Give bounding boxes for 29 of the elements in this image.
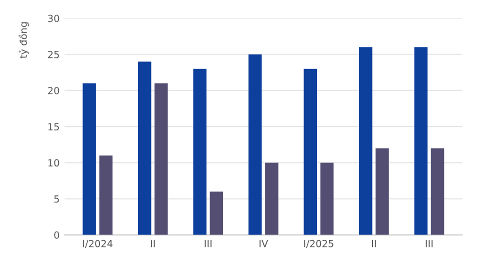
x-tick-label: IV xyxy=(260,240,268,248)
bar xyxy=(430,148,444,235)
x-tick-label: I/2024 xyxy=(83,240,112,248)
bar xyxy=(154,83,168,235)
bar xyxy=(265,162,278,235)
x-tick-label: III xyxy=(204,240,212,248)
y-tick-label: 5 xyxy=(54,195,59,203)
bar xyxy=(414,47,428,235)
bar xyxy=(359,47,372,235)
y-tick-label: 0 xyxy=(54,231,60,239)
bar xyxy=(99,155,113,235)
y-tick-label: 25 xyxy=(48,50,59,58)
bar xyxy=(138,62,152,235)
bar xyxy=(193,68,206,235)
x-tick-label: I/2025 xyxy=(304,240,334,248)
x-tick-label: II xyxy=(150,240,155,248)
y-tick-label: 30 xyxy=(48,14,60,22)
bar xyxy=(210,192,224,235)
x-tick-label: II xyxy=(372,240,376,248)
bar xyxy=(82,83,96,235)
x-tick-label: III xyxy=(426,240,433,248)
y-tick-label: 10 xyxy=(48,159,60,167)
y-axis-title: tỷ đồng xyxy=(18,22,29,58)
y-tick-label: 20 xyxy=(48,86,60,94)
bar xyxy=(376,148,389,235)
bar xyxy=(304,68,318,235)
y-tick-label: 15 xyxy=(48,123,59,130)
bar xyxy=(320,162,334,235)
bar xyxy=(248,54,262,235)
